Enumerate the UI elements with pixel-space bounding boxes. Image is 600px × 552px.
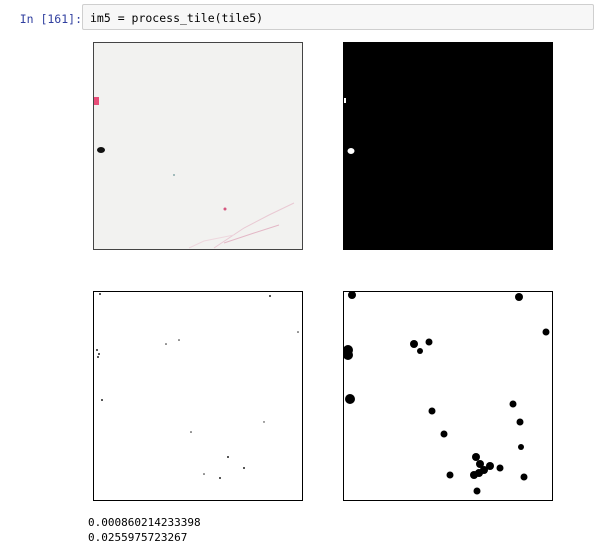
code-input-area[interactable]: im5 = process_tile(tile5) [82,4,594,30]
code-text: im5 = process_tile(tile5) [90,11,264,25]
output-value-1: 0.000860214233398 [88,516,201,529]
dilated-blobs-image [343,291,553,501]
output-value-2: 0.0255975723267 [88,531,188,544]
cell-prompt: In [161]: [19,12,82,26]
edge-image [93,291,303,501]
binary-mask-image [343,42,553,250]
original-tile-image [93,42,303,250]
